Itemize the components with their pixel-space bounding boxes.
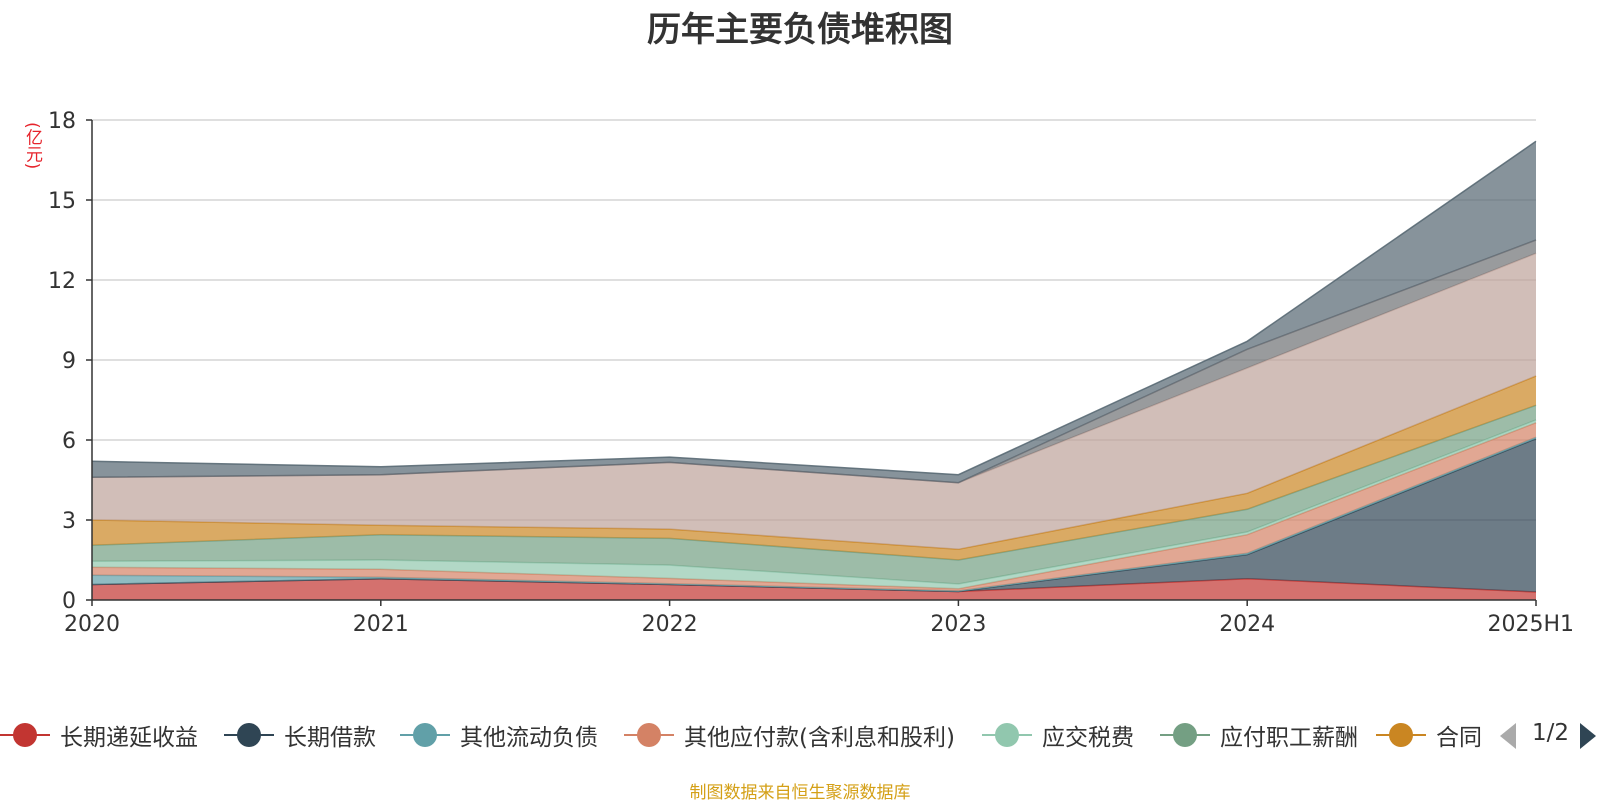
- x-tick-label: 2021: [353, 612, 409, 637]
- legend-label: 其他流动负债: [460, 725, 598, 751]
- legend-marker-icon: [1376, 718, 1426, 752]
- series-area-1: [92, 438, 1536, 592]
- legend-marker-icon: [624, 718, 674, 752]
- y-tick-label: 0: [62, 589, 76, 614]
- series-area-8: [92, 240, 1536, 483]
- series-area-0: [92, 578, 1536, 600]
- legend-marker-icon: [982, 718, 1032, 752]
- x-tick-label: 2025H1: [1487, 612, 1574, 637]
- axes: 0 3 6 9 12 15 18 2020 2021 2022 2023 2024 2025H1: [48, 109, 1574, 637]
- legend-marker-icon: [224, 718, 274, 752]
- y-tick-label: 15: [48, 189, 76, 214]
- stacked-area-chart: 0 3 6 9 12 15 18 2020 2021 2022 2023 2024 2025H1: [48, 109, 1574, 637]
- y-tick-label: 9: [62, 349, 76, 374]
- legend: 长期递延收益 长期借款 其他流动负债 其他应付款(含利息和股利) 应交税费 应付职工薪酬 合…: [0, 718, 1600, 752]
- y-axis-unit: (亿元): [22, 122, 42, 170]
- series-line-9: [91, 140, 1537, 476]
- series-area-5: [92, 405, 1536, 584]
- legend-item[interactable]: 其他流动负债: [400, 718, 598, 752]
- legend-prev-icon[interactable]: [1500, 723, 1516, 749]
- x-tick-label: 2024: [1219, 612, 1275, 637]
- chart-title: 历年主要负债堆积图: [647, 10, 953, 50]
- legend-item[interactable]: 其他应付款(含利息和股利): [624, 718, 955, 752]
- legend-pager: 1/2: [1496, 718, 1600, 752]
- legend-item[interactable]: 应付职工薪酬: [1160, 718, 1358, 752]
- legend-marker-icon: [1160, 718, 1210, 752]
- series-area-7: [92, 253, 1536, 550]
- data-source-note: 制图数据来自恒生聚源数据库: [689, 783, 911, 803]
- legend-marker-icon: [400, 718, 450, 752]
- y-tick-label: 3: [62, 509, 76, 534]
- legend-next-icon[interactable]: [1580, 723, 1596, 749]
- x-tick-label: 2022: [642, 612, 698, 637]
- area-series: [91, 140, 1537, 600]
- legend-label: 合同负债: [1436, 725, 1482, 751]
- legend-marker-icon: [0, 718, 50, 752]
- legend-item[interactable]: 合同负债: [1376, 718, 1482, 752]
- legend-items: 长期递延收益 长期借款 其他流动负债 其他应付款(含利息和股利) 应交税费 应付职工薪酬 合…: [0, 718, 1482, 752]
- legend-page-indicator: 1/2: [1532, 720, 1570, 746]
- legend-label: 长期借款: [284, 725, 376, 751]
- y-tick-label: 6: [62, 429, 76, 454]
- x-tick-label: 2023: [930, 612, 986, 637]
- legend-label: 其他应付款(含利息和股利): [684, 725, 955, 751]
- y-tick-label: 12: [48, 269, 76, 294]
- legend-item[interactable]: 长期借款: [224, 718, 376, 752]
- series-area-6: [92, 376, 1536, 560]
- series-line-6: [91, 375, 1537, 551]
- legend-label: 应付职工薪酬: [1220, 725, 1358, 751]
- series-area-4: [92, 420, 1536, 589]
- legend-label: 长期递延收益: [60, 725, 198, 751]
- legend-item[interactable]: 长期递延收益: [0, 718, 198, 752]
- legend-label: 应交税费: [1042, 725, 1134, 751]
- y-tick-label: 18: [48, 109, 76, 134]
- x-tick-label: 2020: [64, 612, 120, 637]
- legend-item[interactable]: 应交税费: [982, 718, 1134, 752]
